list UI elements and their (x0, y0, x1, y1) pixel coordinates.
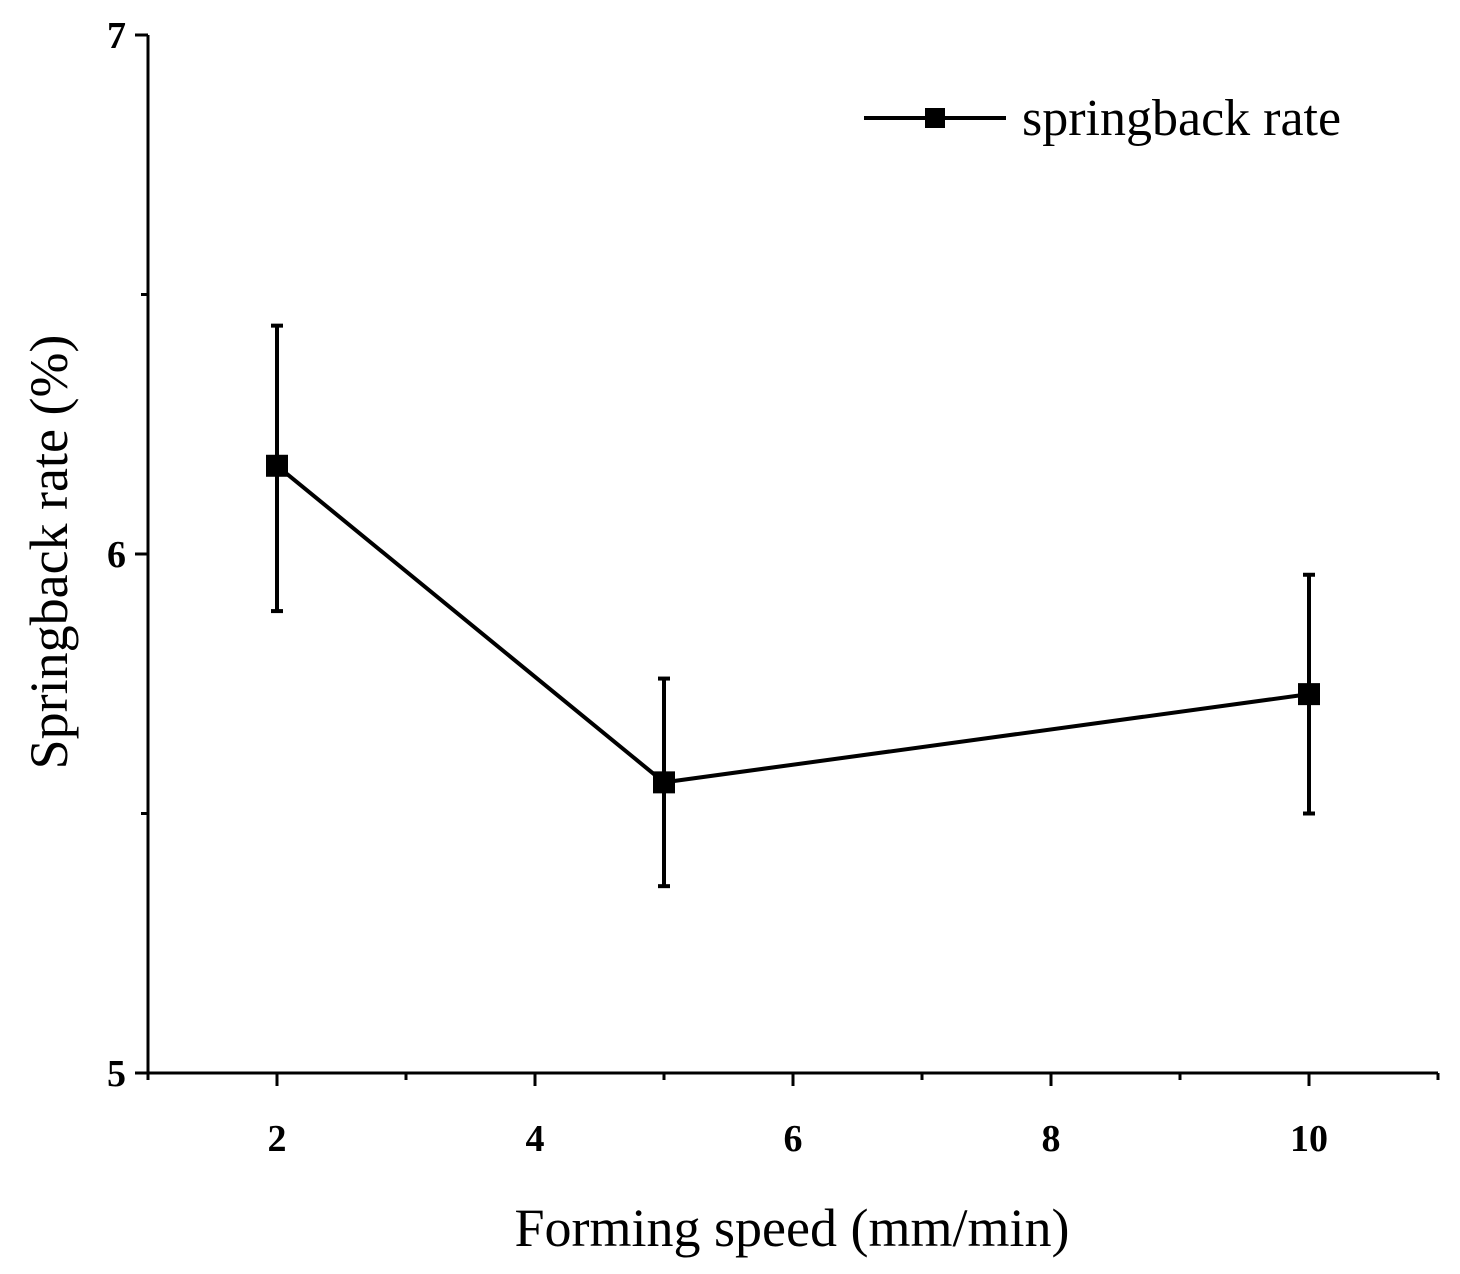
series-line (275, 464, 1310, 785)
x-tick-label: 4 (526, 1118, 545, 1160)
x-tick-label: 8 (1042, 1118, 1061, 1160)
data-point (653, 771, 675, 794)
y-tick-label: 6 (107, 534, 126, 576)
data-point (266, 454, 288, 477)
series-lines (275, 464, 1310, 785)
x-tick-label: 10 (1290, 1118, 1328, 1160)
y-axis-title: Springback rate (%) (19, 335, 79, 770)
y-tick-label: 5 (107, 1053, 126, 1095)
legend: springback rate (864, 90, 1341, 147)
data-markers (266, 454, 1320, 794)
legend-marker-square (925, 108, 945, 128)
x-tick-label: 2 (268, 1118, 287, 1160)
x-tick-label: 6 (784, 1118, 803, 1160)
axes: 5 6 7 2 4 6 8 10 (107, 15, 1440, 1160)
error-bars (271, 323, 1315, 889)
x-axis-title: Forming speed (mm/min) (515, 1198, 1070, 1258)
legend-label: springback rate (1022, 90, 1341, 147)
y-tick-label: 7 (107, 15, 126, 57)
data-point (1298, 683, 1320, 706)
